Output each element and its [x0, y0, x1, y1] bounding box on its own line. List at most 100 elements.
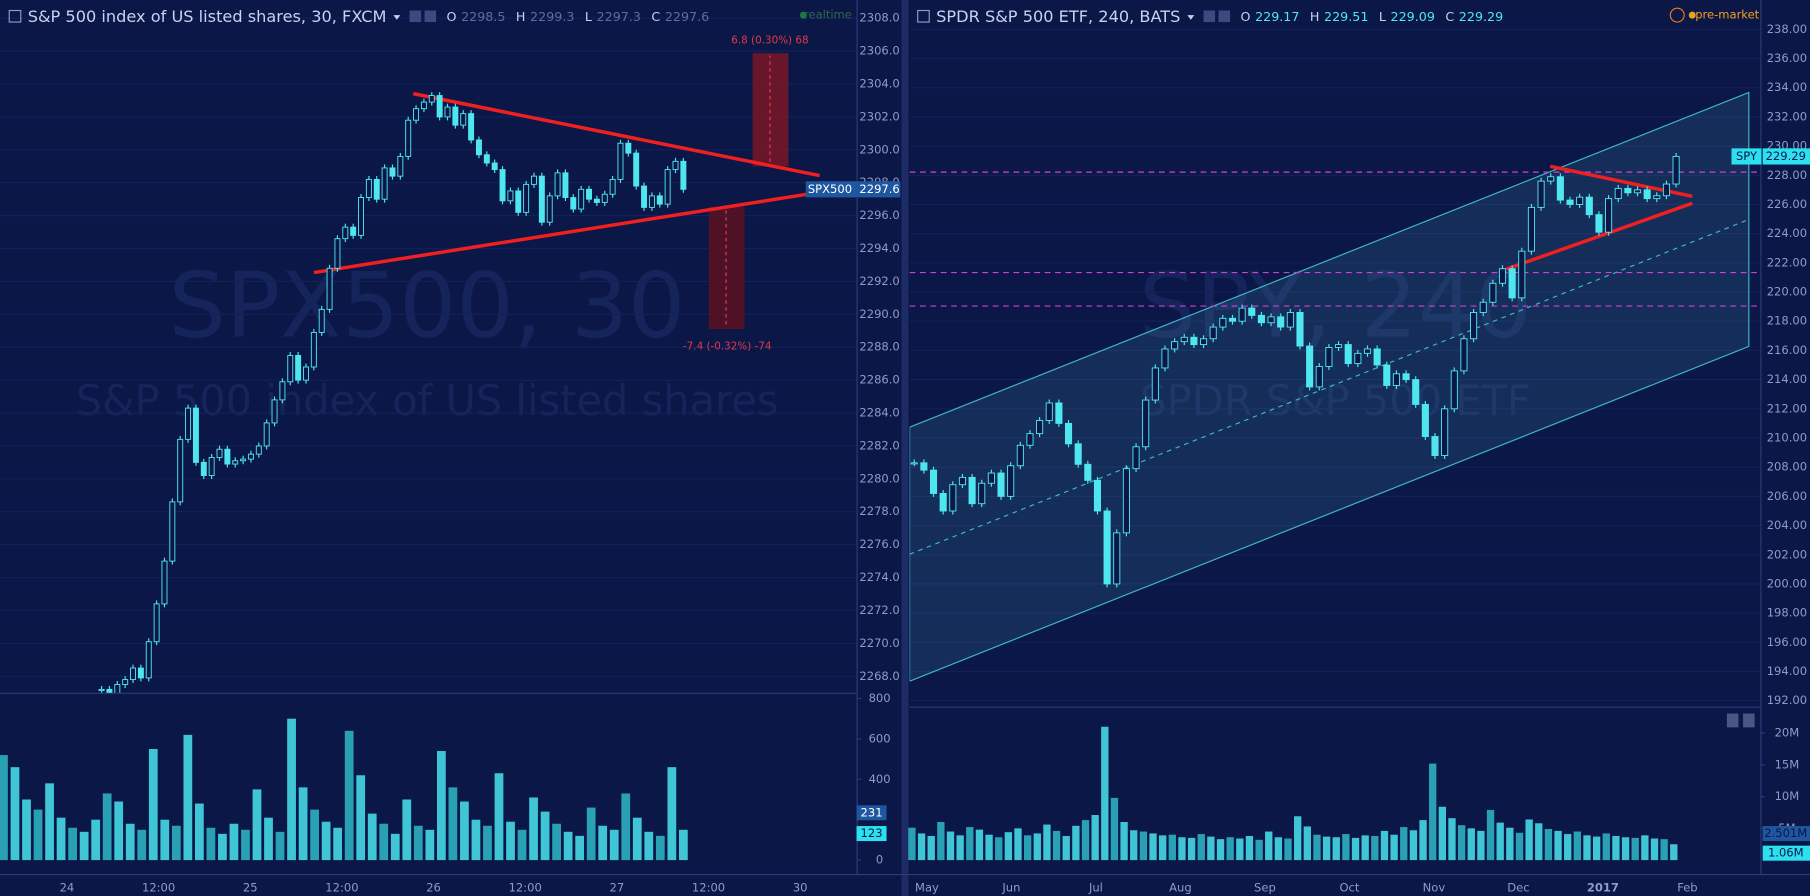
dropdown-arrow[interactable]: [1187, 15, 1195, 20]
volume-bar: [1197, 834, 1205, 861]
volume-bar: [137, 829, 147, 861]
candle: [1633, 189, 1642, 194]
price-tick-label: 194.00: [1767, 664, 1807, 678]
time-label: 25: [243, 880, 258, 894]
candle: [538, 175, 545, 223]
volume-bar: [1014, 828, 1022, 861]
candle: [1142, 399, 1150, 448]
settings-icon[interactable]: [1218, 10, 1231, 23]
price-tick-label: 2286.0: [859, 373, 899, 387]
candle: [672, 160, 679, 171]
collapse-button[interactable]: [917, 9, 930, 23]
price-tick-label: 2296.0: [859, 208, 899, 222]
volume-bar: [45, 783, 54, 861]
candle: [1624, 187, 1632, 194]
candle: [939, 493, 947, 512]
volume-bar: [1390, 834, 1398, 861]
warning-icon[interactable]: [1669, 7, 1685, 23]
settings-icon[interactable]: [409, 10, 422, 23]
candle: [1402, 373, 1410, 381]
symbol-title[interactable]: SPDR S&P 500 ETF, 240, BATS: [936, 7, 1180, 26]
candle: [648, 195, 655, 208]
volume-bar: [183, 734, 193, 861]
volume-bar: [1660, 839, 1668, 861]
price-tick-label: 206.00: [1767, 489, 1807, 503]
volume-bar: [413, 825, 423, 861]
volume-bar: [425, 829, 435, 861]
volume-bar: [102, 793, 112, 861]
price-tick-label: 2304.0: [859, 77, 899, 91]
price-tag-symbol: SPY: [1736, 149, 1758, 163]
ohlc-value: 229.29: [1459, 9, 1503, 24]
candle: [334, 238, 341, 269]
volume-bar: [1303, 826, 1311, 861]
volume-badge: 231: [861, 805, 883, 819]
volume-bar: [56, 817, 66, 861]
candle: [130, 667, 137, 681]
candle: [1614, 187, 1622, 200]
price-tick-label: 2292.0: [859, 274, 899, 288]
volume-bar: [1371, 835, 1379, 861]
volume-bar: [1081, 820, 1090, 861]
candle: [1074, 443, 1082, 465]
candle: [1286, 312, 1294, 328]
volume-bar: [927, 835, 935, 861]
candle: [468, 113, 475, 141]
volume-bar: [1602, 833, 1610, 861]
time-label: 26: [426, 880, 441, 894]
volume-bar: [1023, 835, 1032, 861]
volume-bar: [321, 821, 331, 861]
candle: [1373, 348, 1381, 366]
volume-bar: [1641, 835, 1649, 861]
candle: [968, 476, 976, 505]
settings-icon[interactable]: [424, 10, 437, 23]
candle: [342, 226, 349, 240]
volume-bar: [160, 819, 170, 861]
volume-bar: [367, 813, 377, 861]
price-tick-label: 226.00: [1767, 197, 1807, 211]
candle: [1508, 268, 1516, 299]
volume-bar: [1284, 838, 1292, 861]
settings-icon[interactable]: [1203, 10, 1216, 23]
volume-bar: [1612, 835, 1620, 861]
candle: [279, 381, 286, 401]
volume-bar: [1091, 815, 1099, 861]
volume-bar: [483, 825, 492, 861]
volume-bar: [655, 835, 665, 861]
collapse-button[interactable]: [8, 9, 22, 23]
trend-line: [1505, 201, 1693, 271]
price-tick-label: 222.00: [1767, 255, 1807, 269]
candle: [428, 95, 435, 103]
watermark-subtitle: SPDR S&P 500 ETF: [1140, 376, 1531, 425]
volume-bar: [1400, 827, 1408, 861]
candle: [593, 198, 600, 203]
candle: [216, 448, 223, 458]
volume-bar: [966, 827, 974, 861]
symbol-title[interactable]: S&P 500 index of US listed shares, 30, F…: [28, 7, 387, 26]
candle: [475, 139, 482, 156]
volume-bar: [1178, 837, 1186, 861]
candle: [1595, 214, 1603, 233]
volume-bar: [310, 809, 319, 861]
volume-bar: [436, 751, 446, 861]
price-tick-label: 2306.0: [859, 44, 899, 58]
volume-bar: [1409, 830, 1418, 861]
pane-button[interactable]: [1726, 713, 1739, 728]
volume-bar: [460, 801, 469, 861]
volume-bar: [1419, 820, 1427, 861]
ohlc-value: 2297.6: [665, 9, 709, 24]
pane-button[interactable]: [1743, 713, 1755, 728]
candle: [271, 399, 278, 424]
volume-bar: [91, 819, 101, 861]
volume-bar: [1438, 806, 1447, 861]
volume-bar: [908, 827, 916, 861]
candle: [1238, 307, 1246, 322]
volume-bar: [1380, 830, 1389, 861]
dropdown-arrow[interactable]: [393, 15, 401, 20]
watermark: SPX500, 30: [169, 254, 686, 359]
volume-bar: [218, 833, 227, 861]
volume-badge-bg: [1762, 845, 1810, 861]
candle: [507, 190, 514, 202]
volume-badge-bg: [856, 826, 887, 842]
candle: [1228, 317, 1237, 322]
